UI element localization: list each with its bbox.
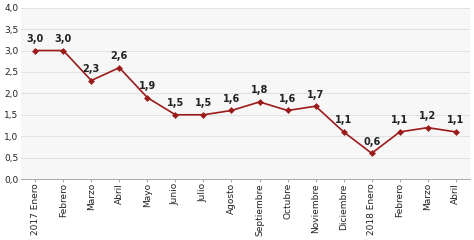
Text: 1,9: 1,9 [139,81,156,91]
Text: 1,1: 1,1 [447,115,465,126]
Text: 2,6: 2,6 [111,51,128,61]
Text: 1,5: 1,5 [195,98,212,108]
Text: 1,5: 1,5 [167,98,184,108]
Text: 1,6: 1,6 [279,94,296,104]
Text: 1,7: 1,7 [307,90,324,100]
Text: 1,6: 1,6 [223,94,240,104]
Text: 3,0: 3,0 [27,34,44,44]
Text: 1,1: 1,1 [335,115,352,126]
Text: 1,8: 1,8 [251,85,268,96]
Text: 2,3: 2,3 [82,64,100,74]
Text: 1,1: 1,1 [391,115,409,126]
Text: 3,0: 3,0 [55,34,72,44]
Text: 1,2: 1,2 [419,111,437,121]
Text: 0,6: 0,6 [363,137,380,147]
